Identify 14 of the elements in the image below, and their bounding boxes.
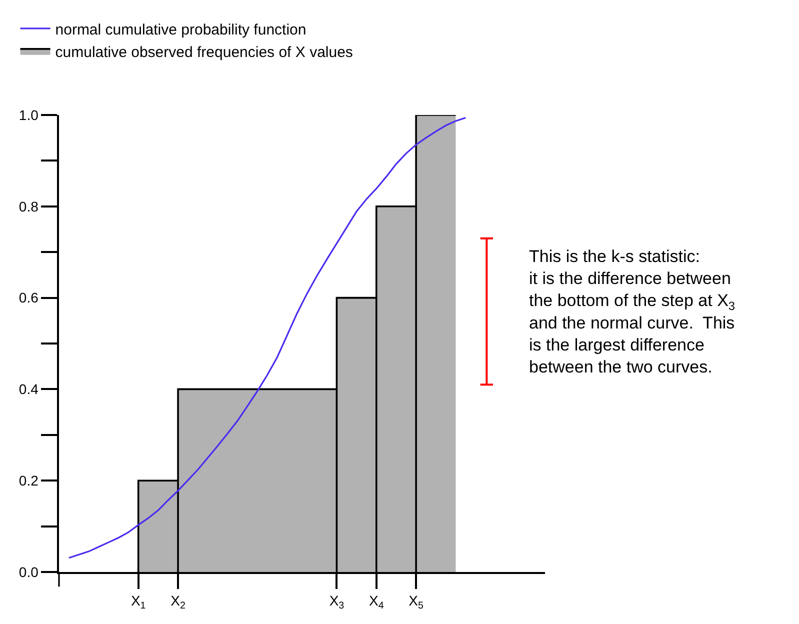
y-tick-label: 0.2: [18, 472, 39, 488]
annotation: This is the k-s statistic: it is the difference between the bottom of the step at X$_{3}$ and the normal curve. This is the largest difference between the two curves.: [529, 247, 736, 376]
legend-label: cumulative observed frequencies of X values: [55, 44, 353, 61]
x-tick-label: X$_{4}$: [368, 592, 384, 612]
x-tick-label: X$_{2}$: [170, 592, 186, 612]
x-tick-label: X$_{1}$: [130, 592, 146, 612]
x-tick-label: X$_{5}$: [408, 592, 424, 612]
y-tick-label: 0.0: [18, 564, 39, 580]
y-tick-label: 1.0: [18, 106, 39, 123]
y-tick-label: 0.4: [18, 381, 39, 398]
y-tick-label: 0.6: [18, 290, 39, 306]
x-tick-label: X$_{3}$: [329, 592, 345, 612]
legend-label: normal cumulative probability function: [55, 21, 306, 38]
y-tick-label: 0.8: [18, 198, 39, 214]
